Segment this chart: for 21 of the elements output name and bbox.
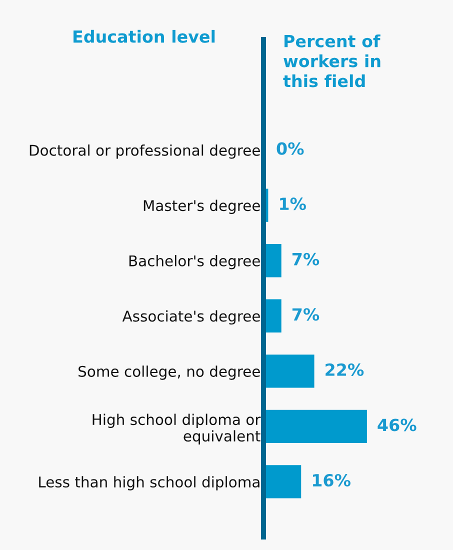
y-tick-label: Less than high school diploma bbox=[39, 476, 260, 490]
data-label: 7% bbox=[292, 308, 320, 321]
y-tick-label: High school diploma or equivalent bbox=[92, 414, 261, 444]
y-tick-label: Bachelor's degree bbox=[129, 255, 260, 270]
data-label: 1% bbox=[280, 198, 306, 210]
bar bbox=[266, 244, 282, 278]
bar bbox=[266, 354, 314, 388]
bar bbox=[266, 465, 302, 498]
data-label: 7% bbox=[292, 252, 320, 266]
y-tick-label: Master's degree bbox=[144, 200, 260, 214]
data-label: 22% bbox=[326, 363, 364, 376]
data-label: 0% bbox=[276, 142, 304, 155]
data-label: 16% bbox=[312, 474, 350, 487]
bar bbox=[266, 299, 282, 332]
x-axis-title: Percent of workers in this field bbox=[283, 34, 380, 88]
y-tick-label: Doctoral or professional degree bbox=[30, 144, 260, 159]
y-tick-label: Associate's degree bbox=[122, 310, 260, 325]
data-label: 46% bbox=[378, 418, 416, 432]
bar bbox=[266, 410, 367, 444]
text: Education level bbox=[74, 30, 215, 43]
y-tick-label: Some college, no degree bbox=[78, 366, 260, 380]
